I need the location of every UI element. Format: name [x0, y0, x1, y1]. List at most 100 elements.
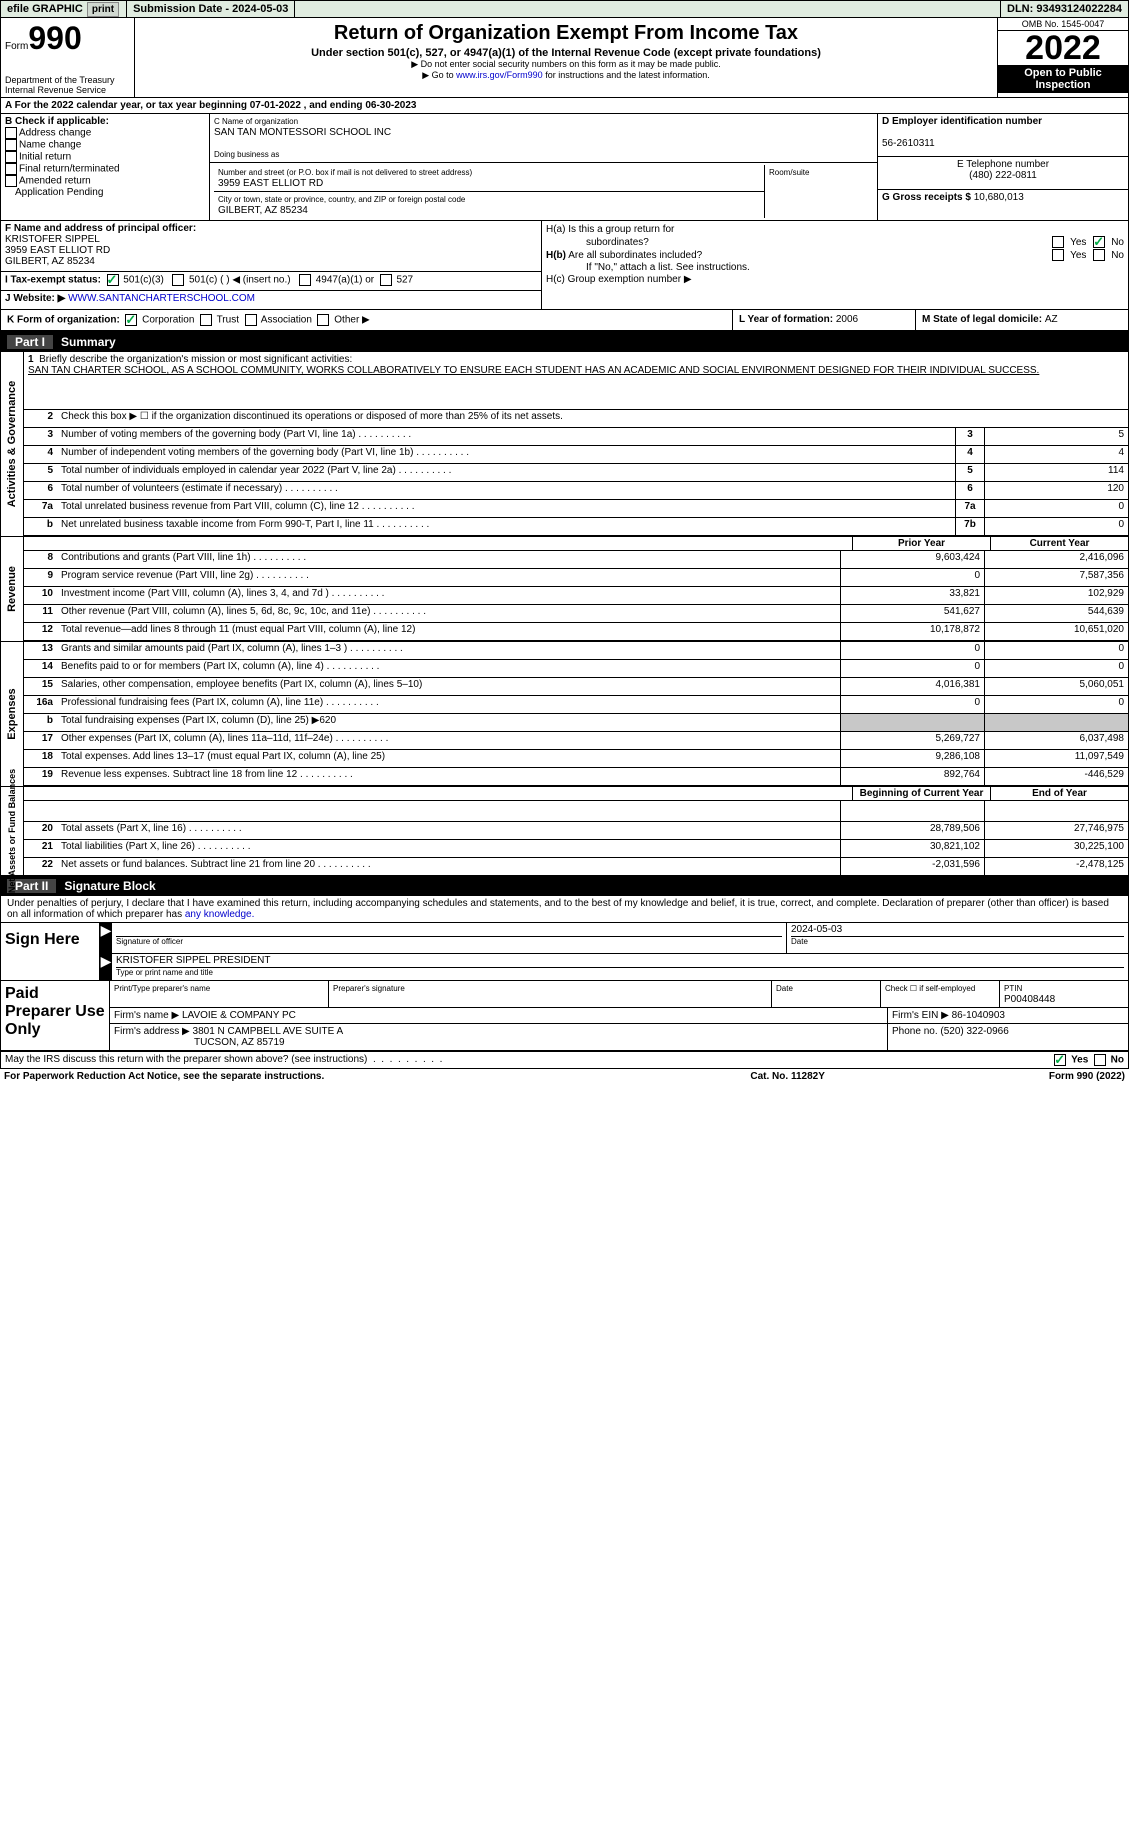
- p12: 10,178,872: [840, 623, 984, 640]
- p19: 892,764: [840, 768, 984, 785]
- p11: 541,627: [840, 605, 984, 622]
- cb-initial-return[interactable]: [5, 151, 17, 163]
- cb-other[interactable]: [317, 314, 329, 326]
- form-title: Return of Organization Exempt From Incom…: [141, 22, 991, 45]
- firm-name: LAVOIE & COMPANY PC: [182, 1010, 296, 1021]
- p9: 0: [840, 569, 984, 586]
- part1-header: Part ISummary: [0, 332, 1129, 352]
- c21: 30,225,100: [984, 840, 1128, 857]
- part2-header: Part IISignature Block: [0, 876, 1129, 896]
- activities-section: Activities & Governance 1 Briefly descri…: [0, 352, 1129, 536]
- revenue-section: Revenue Prior YearCurrent Year 8Contribu…: [0, 536, 1129, 641]
- p15: 4,016,381: [840, 678, 984, 695]
- v5: 114: [984, 464, 1128, 481]
- cb-corp[interactable]: [125, 314, 137, 326]
- officer-name: KRISTOFER SIPPEL: [5, 234, 100, 245]
- p17: 5,269,727: [840, 732, 984, 749]
- mission-text: SAN TAN CHARTER SCHOOL, AS A SCHOOL COMM…: [28, 365, 1124, 379]
- cb-discuss-yes[interactable]: [1054, 1054, 1066, 1066]
- cb-assoc[interactable]: [245, 314, 257, 326]
- v7b: 0: [984, 518, 1128, 535]
- knowledge-link[interactable]: any knowledge.: [185, 909, 255, 920]
- p21: 30,821,102: [840, 840, 984, 857]
- sign-here-row: Sign Here ▶ Signature of officer 2024-05…: [0, 923, 1129, 981]
- cb-4947[interactable]: [299, 274, 311, 286]
- cb-amended[interactable]: [5, 175, 17, 187]
- page-footer: For Paperwork Reduction Act Notice, see …: [0, 1069, 1129, 1084]
- expenses-section: Expenses 13Grants and similar amounts pa…: [0, 641, 1129, 786]
- ein: 56-2610311: [882, 138, 935, 149]
- cb-501c[interactable]: [172, 274, 184, 286]
- org-name: SAN TAN MONTESSORI SCHOOL INC: [214, 127, 391, 138]
- box-b: B Check if applicable: Address change Na…: [1, 114, 210, 220]
- org-street: 3959 EAST ELLIOT RD: [218, 178, 323, 189]
- phone: (480) 222-0811: [969, 170, 1037, 181]
- revenue-label: Revenue: [6, 566, 18, 612]
- line-1: 1 Briefly describe the organization's mi…: [24, 352, 1128, 410]
- c22: -2,478,125: [984, 858, 1128, 875]
- irs-label: Internal Revenue Service: [5, 85, 130, 95]
- form-subtitle: Under section 501(c), 527, or 4947(a)(1)…: [311, 47, 821, 59]
- tax-year: 2022: [998, 31, 1128, 65]
- netassets-section: Net Assets or Fund Balances Beginning of…: [0, 786, 1129, 876]
- c15: 5,060,051: [984, 678, 1128, 695]
- cb-final-return[interactable]: [5, 163, 17, 175]
- cb-discuss-no[interactable]: [1094, 1054, 1106, 1066]
- c10: 102,929: [984, 587, 1128, 604]
- p14: 0: [840, 660, 984, 677]
- cb-name-change[interactable]: [5, 139, 17, 151]
- c14: 0: [984, 660, 1128, 677]
- prep-phone: (520) 322-0966: [940, 1026, 1008, 1037]
- cb-hb-no[interactable]: [1093, 249, 1105, 261]
- dept-treasury: Department of the Treasury: [5, 75, 130, 85]
- signature-intro: Under penalties of perjury, I declare th…: [0, 896, 1129, 923]
- c19: -446,529: [984, 768, 1128, 785]
- open-inspection: Open to Public Inspection: [998, 65, 1128, 93]
- year-formation: 2006: [836, 314, 858, 325]
- netassets-label: Net Assets or Fund Balances: [7, 769, 17, 893]
- c16a: 0: [984, 696, 1128, 713]
- website-link[interactable]: WWW.SANTANCHARTERSCHOOL.COM: [68, 293, 255, 304]
- firm-ein: 86-1040903: [952, 1010, 1005, 1021]
- v3: 5: [984, 428, 1128, 445]
- note-ssn: ▶ Do not enter social security numbers o…: [141, 59, 991, 70]
- c13: 0: [984, 642, 1128, 659]
- activities-label: Activities & Governance: [6, 381, 18, 508]
- box-c: C Name of organizationSAN TAN MONTESSORI…: [210, 114, 878, 220]
- sig-date: 2024-05-03: [791, 924, 842, 935]
- discuss-row: May the IRS discuss this return with the…: [0, 1052, 1129, 1069]
- cb-ha-yes[interactable]: [1052, 236, 1064, 248]
- ptin: P00408448: [1004, 994, 1055, 1005]
- section-b-to-g: B Check if applicable: Address change Na…: [0, 114, 1129, 221]
- p22: -2,031,596: [840, 858, 984, 875]
- c20: 27,746,975: [984, 822, 1128, 839]
- dln: DLN: 93493124022284: [1000, 1, 1128, 17]
- p10: 33,821: [840, 587, 984, 604]
- c9: 7,587,356: [984, 569, 1128, 586]
- c8: 2,416,096: [984, 551, 1128, 568]
- form-header: Form990 Department of the Treasury Inter…: [0, 18, 1129, 98]
- cb-trust[interactable]: [200, 314, 212, 326]
- v4: 4: [984, 446, 1128, 463]
- top-bar: efile GRAPHIC print Submission Date - 20…: [0, 0, 1129, 18]
- officer-printed: KRISTOFER SIPPEL PRESIDENT: [116, 955, 270, 966]
- cb-hb-yes[interactable]: [1052, 249, 1064, 261]
- p18: 9,286,108: [840, 750, 984, 767]
- cb-527[interactable]: [380, 274, 392, 286]
- state-domicile: AZ: [1045, 314, 1058, 325]
- cb-address-change[interactable]: [5, 127, 17, 139]
- irs-link[interactable]: www.irs.gov/Form990: [456, 70, 543, 80]
- p20: 28,789,506: [840, 822, 984, 839]
- c12: 10,651,020: [984, 623, 1128, 640]
- submission-date: Submission Date - 2024-05-03: [127, 1, 295, 17]
- section-k-l-m: K Form of organization: Corporation Trus…: [0, 310, 1129, 332]
- period-line: A For the 2022 calendar year, or tax yea…: [0, 98, 1129, 114]
- paid-preparer-row: Paid Preparer Use Only Print/Type prepar…: [0, 981, 1129, 1052]
- cb-501c3[interactable]: [107, 274, 119, 286]
- cb-ha-no[interactable]: [1093, 236, 1105, 248]
- p16a: 0: [840, 696, 984, 713]
- c17: 6,037,498: [984, 732, 1128, 749]
- org-city: GILBERT, AZ 85234: [218, 205, 308, 216]
- print-button[interactable]: print: [87, 2, 119, 17]
- expenses-label: Expenses: [6, 688, 18, 739]
